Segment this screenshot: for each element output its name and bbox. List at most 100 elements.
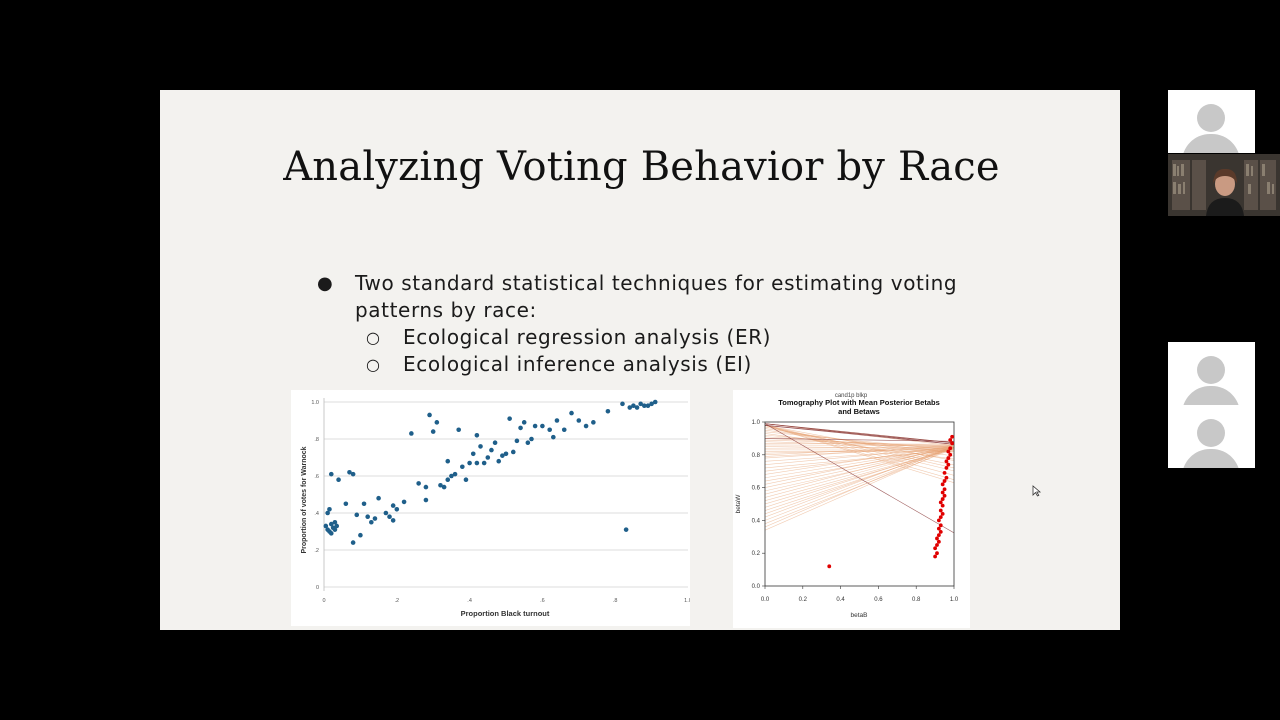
scatter-point bbox=[350, 540, 356, 545]
tomography-point bbox=[935, 551, 939, 556]
user-avatar-icon bbox=[1197, 356, 1225, 384]
scatter-point bbox=[634, 405, 640, 410]
participant-tile[interactable] bbox=[1168, 90, 1255, 153]
participant-tile[interactable] bbox=[1168, 342, 1255, 405]
y-tick-label: .2 bbox=[314, 548, 319, 554]
scatter-point bbox=[463, 477, 469, 482]
tomography-figure: cand1p blkp Tomography Plot with Mean Pos… bbox=[733, 390, 970, 628]
scatter-chart: 0 .2 .4 .6 .8 1.0 0 .2 .4 .6 .8 1.0 Proportion Black… bbox=[301, 398, 692, 618]
scatter-point bbox=[525, 440, 531, 445]
scatter-point bbox=[336, 477, 341, 482]
tomography-point bbox=[948, 446, 953, 451]
tomography-point bbox=[938, 500, 943, 505]
tomography-line bbox=[765, 441, 954, 448]
scatter-point bbox=[500, 453, 505, 458]
bullet-text: Two standard statistical techniques for … bbox=[355, 271, 958, 322]
tomography-line bbox=[765, 445, 954, 485]
scatter-point bbox=[514, 438, 520, 444]
bullet-list: ● Two standard statistical techniques fo… bbox=[315, 270, 1035, 378]
scatter-point bbox=[441, 484, 447, 490]
scatter-point bbox=[510, 449, 516, 455]
scatter-point bbox=[445, 477, 451, 482]
tomography-point bbox=[938, 523, 943, 528]
scatter-point bbox=[620, 401, 625, 407]
scatter-point bbox=[347, 470, 352, 475]
tomography-line bbox=[765, 424, 954, 481]
sub-bullet-item: ○ Ecological regression analysis (ER) bbox=[315, 324, 1035, 351]
tomography-line bbox=[765, 446, 954, 515]
presentation-slide: Analyzing Voting Behavior by Race ● Two … bbox=[160, 90, 1120, 630]
chart-title: Tomography Plot with Mean Posterior Beta… bbox=[778, 398, 940, 407]
x-tick-label: 0.0 bbox=[761, 597, 770, 603]
scatter-point bbox=[383, 510, 389, 516]
y-tick-label: .6 bbox=[314, 474, 319, 480]
tomography-line bbox=[765, 445, 954, 456]
scatter-point bbox=[372, 516, 378, 521]
user-avatar-icon bbox=[1197, 104, 1225, 132]
tomography-point bbox=[942, 493, 947, 498]
scatter-point bbox=[529, 436, 534, 442]
scatter-point bbox=[521, 420, 527, 425]
tomography-point bbox=[950, 434, 955, 439]
scatter-point bbox=[354, 512, 360, 518]
tomography-point bbox=[938, 529, 943, 534]
tomography-line bbox=[765, 445, 954, 475]
x-tick-label: 0.2 bbox=[799, 597, 808, 603]
scatter-point bbox=[540, 423, 545, 429]
scatter-figure: 0 .2 .4 .6 .8 1.0 0 .2 .4 .6 .8 1.0 Proportion Black… bbox=[291, 390, 692, 626]
sub-bullet-text: Ecological inference analysis (EI) bbox=[403, 352, 752, 376]
tomography-point bbox=[946, 449, 951, 454]
scatter-point bbox=[328, 531, 334, 536]
scatter-point bbox=[416, 481, 421, 486]
x-axis-label: Proportion Black turnout bbox=[461, 609, 550, 618]
x-tick-label: 1.0 bbox=[684, 598, 690, 604]
tomography-point bbox=[936, 518, 941, 523]
tomography-point bbox=[827, 564, 832, 569]
tomography-point bbox=[940, 503, 945, 508]
tomography-line bbox=[765, 446, 954, 465]
tomography-line bbox=[765, 446, 954, 508]
tomography-point bbox=[948, 438, 953, 442]
sub-bullet-text: Ecological regression analysis (ER) bbox=[403, 325, 772, 349]
tomography-point bbox=[935, 543, 939, 547]
scatter-point bbox=[576, 418, 582, 423]
tomography-point bbox=[942, 487, 947, 492]
tomography-point bbox=[944, 466, 949, 470]
y-tick-label: 1.0 bbox=[752, 420, 761, 426]
tomography-point bbox=[938, 508, 943, 513]
tomography-point bbox=[946, 462, 951, 467]
tomography-point bbox=[935, 536, 939, 541]
plot-frame bbox=[764, 421, 955, 587]
scatter-point bbox=[358, 532, 363, 538]
scatter-point bbox=[409, 431, 414, 436]
scatter-point bbox=[470, 451, 476, 457]
scatter-point bbox=[438, 482, 443, 488]
scatter-point bbox=[474, 433, 480, 438]
tomography-point bbox=[940, 490, 945, 495]
chart-subtitle: cand1p blkp bbox=[835, 393, 868, 399]
tomography-line bbox=[765, 423, 954, 534]
participant-tile[interactable] bbox=[1168, 405, 1255, 468]
user-avatar-icon bbox=[1182, 134, 1240, 153]
scatter-point bbox=[434, 420, 440, 425]
tomography-line bbox=[765, 439, 954, 447]
scatter-point bbox=[369, 519, 374, 525]
scatter-point bbox=[474, 460, 480, 466]
scatter-point bbox=[496, 458, 502, 464]
tomography-point bbox=[944, 459, 949, 464]
x-tick-label: .6 bbox=[540, 598, 545, 604]
participant-video-tile[interactable] bbox=[1168, 154, 1280, 216]
tomography-line bbox=[765, 449, 954, 469]
scatter-point bbox=[507, 416, 512, 421]
tomography-point bbox=[948, 452, 953, 457]
scatter-point bbox=[642, 403, 647, 408]
scatter-point bbox=[649, 401, 654, 407]
tomography-line bbox=[765, 445, 954, 459]
scatter-point bbox=[390, 518, 396, 523]
tomography-point bbox=[933, 546, 937, 551]
scatter-point bbox=[376, 495, 381, 501]
x-axis-label: betaB bbox=[851, 612, 868, 619]
bullet-item: ● Two standard statistical techniques fo… bbox=[315, 270, 1035, 324]
tomography-line bbox=[765, 445, 954, 528]
